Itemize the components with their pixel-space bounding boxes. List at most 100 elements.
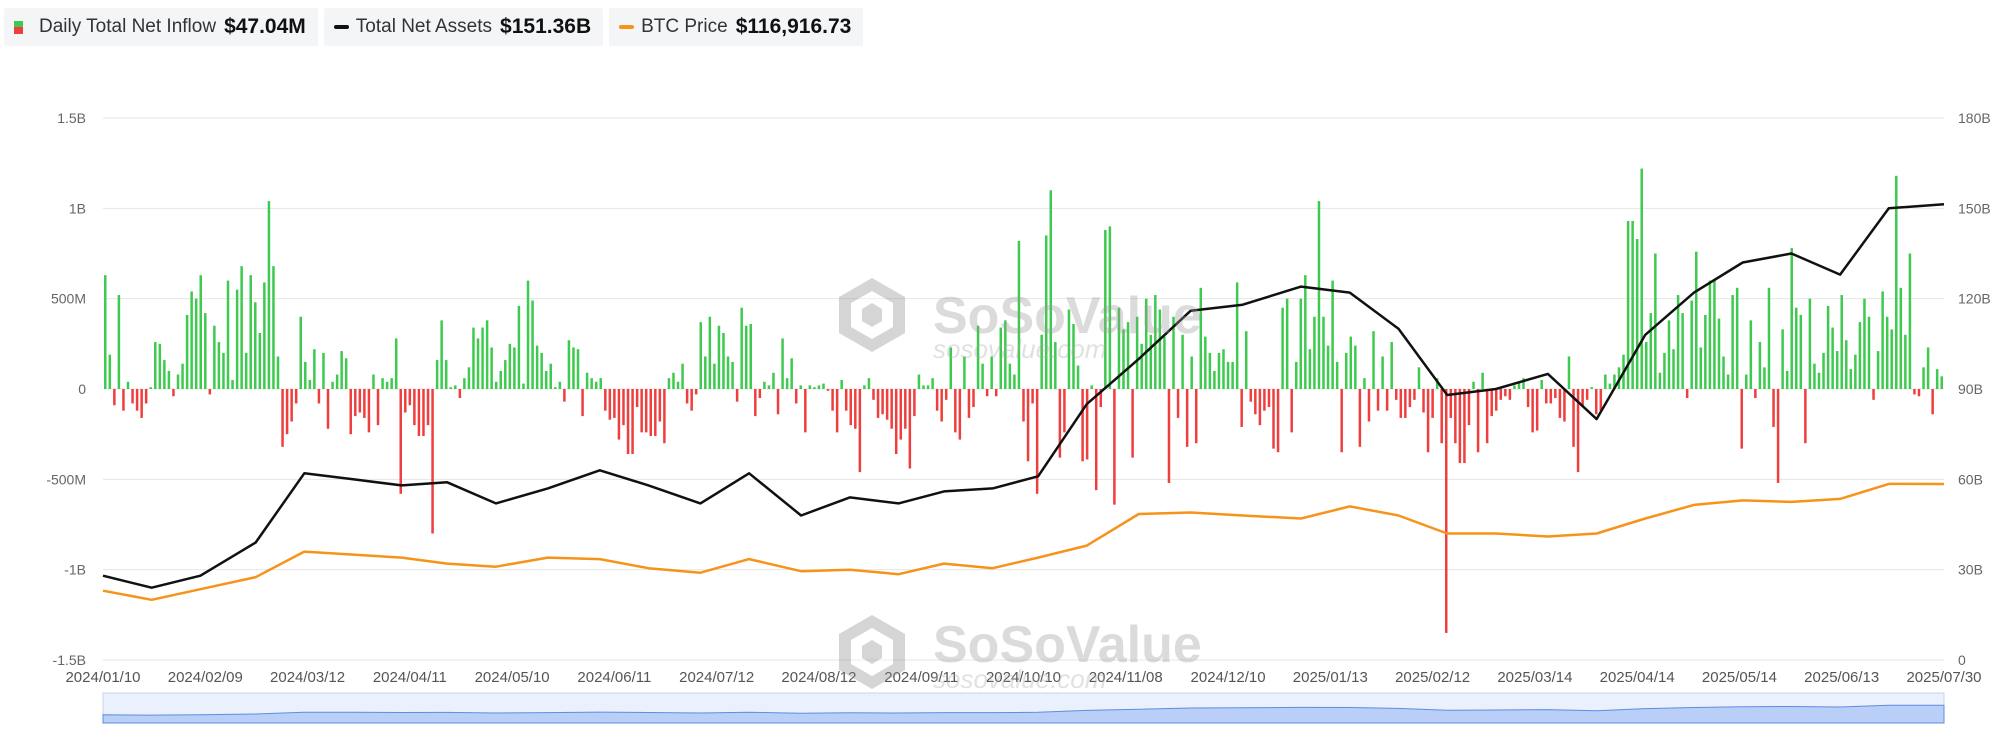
inflow-bar [1181, 334, 1184, 389]
right-tick-label: 0 [1958, 652, 1966, 668]
inflow-bar [894, 389, 898, 455]
inflow-bar [835, 389, 839, 433]
inflow-bar [1013, 374, 1016, 389]
inflow-bar [1349, 336, 1353, 389]
inflow-bar [458, 389, 462, 399]
inflow-bar [849, 389, 853, 426]
inflow-bar [126, 381, 130, 389]
left-axis: 1.5B 1B 500M 0 -500M -1B -1.5B [46, 110, 86, 668]
inflow-bar [976, 325, 980, 389]
inflow-bar [258, 332, 262, 389]
inflow-bar [354, 389, 357, 417]
inflow-bar [322, 352, 325, 389]
right-tick-label: 150B [1958, 200, 1991, 216]
inflow-bar [1167, 389, 1171, 483]
left-tick-label: 1B [69, 200, 86, 216]
inflow-bar [1049, 190, 1053, 389]
inflow-bar [408, 389, 412, 406]
inflow-bar [494, 381, 498, 389]
inflow-bar [1635, 239, 1639, 389]
inflow-bar [1490, 389, 1493, 417]
inflow-bar [1704, 314, 1707, 389]
inflow-bar [1040, 334, 1043, 389]
inflow-bar [535, 345, 539, 389]
inflow-bar [722, 332, 725, 389]
inflow-bar [1745, 374, 1748, 389]
btc-price-line [102, 482, 1945, 602]
inflow-bar [1822, 352, 1825, 389]
inflow-bar [472, 327, 475, 389]
inflow-bar [858, 389, 862, 473]
inflow-bar [1354, 345, 1357, 389]
inflow-bar [185, 314, 189, 389]
inflow-bar [581, 389, 584, 417]
legend-btc[interactable]: BTC Price $116,916.73 [609, 8, 864, 46]
inflow-bar [344, 358, 348, 389]
legend-assets[interactable]: Total Net Assets $151.36B [323, 8, 604, 46]
inflow-bar [154, 342, 157, 389]
inflow-bar [1545, 389, 1548, 404]
inflow-bar [317, 389, 321, 404]
inflow-bar [1699, 347, 1703, 389]
inflow-bar [1185, 389, 1189, 447]
inflow-bar [144, 389, 148, 404]
inflow-bar [599, 378, 602, 389]
inflow-bar [1540, 379, 1543, 389]
inflow-bar [585, 372, 589, 389]
inflow-bar [1872, 389, 1875, 400]
inflow-bar [399, 389, 402, 494]
inflow-bar [1522, 378, 1525, 389]
inflow-bar [1940, 376, 1943, 389]
inflow-bar [1676, 295, 1680, 389]
inflow-bar [1131, 389, 1134, 458]
inflow-bar [981, 363, 984, 389]
inflow-bar [644, 389, 648, 433]
inflow-bar [1599, 389, 1603, 411]
inflow-bar [1849, 369, 1853, 389]
range-navigator[interactable] [102, 692, 1945, 724]
inflow-bar [658, 389, 662, 422]
inflow-bar [1631, 220, 1634, 389]
x-tick-label: 2024/10/10 [986, 669, 1061, 686]
inflow-bar [1422, 389, 1425, 413]
inflow-bar [517, 305, 521, 389]
inflow-bar [1908, 253, 1912, 389]
inflow-bar [672, 372, 675, 389]
inflow-bar [1272, 389, 1275, 449]
left-tick-label: 500M [51, 291, 86, 307]
x-tick-label: 2024/07/12 [679, 669, 754, 686]
inflow-bar [1340, 389, 1343, 453]
inflow-bar [663, 389, 666, 444]
inflow-bar [790, 358, 793, 389]
inflow-bar [708, 316, 712, 389]
legend-inflow[interactable]: Daily Total Net Inflow $47.04M [4, 8, 318, 46]
inflow-bar [1472, 381, 1475, 389]
inflow-bar [899, 389, 903, 440]
inflow-bar [1885, 316, 1889, 389]
inflow-bar [231, 379, 234, 389]
inflow-bar [1081, 389, 1084, 462]
inflow-bar [949, 347, 953, 389]
right-tick-label: 90B [1958, 381, 1983, 397]
inflow-bar [1681, 313, 1684, 389]
inflow-bar [554, 387, 557, 389]
inflow-bar [904, 389, 907, 429]
inflow-bar [1454, 389, 1457, 444]
inflow-bar [676, 381, 680, 389]
inflow-bar [772, 372, 775, 389]
inflow-bar [1076, 365, 1080, 389]
inflow-bar [908, 389, 912, 469]
inflow-bar [1813, 363, 1816, 389]
inflow-bar [1935, 369, 1939, 389]
inflow-bar [285, 389, 289, 435]
inflow-bar [940, 389, 943, 422]
left-tick-label: -1B [64, 562, 86, 578]
inflow-bar [1172, 316, 1175, 389]
x-tick-label: 2024/02/09 [168, 669, 243, 686]
inflow-bar [276, 356, 280, 389]
inflow-bar [1749, 320, 1753, 389]
inflow-bar [1294, 361, 1298, 389]
inflow-bar [181, 363, 184, 389]
watermark-site: sosovalue.com [933, 664, 1106, 694]
inflow-bar [1467, 389, 1471, 426]
